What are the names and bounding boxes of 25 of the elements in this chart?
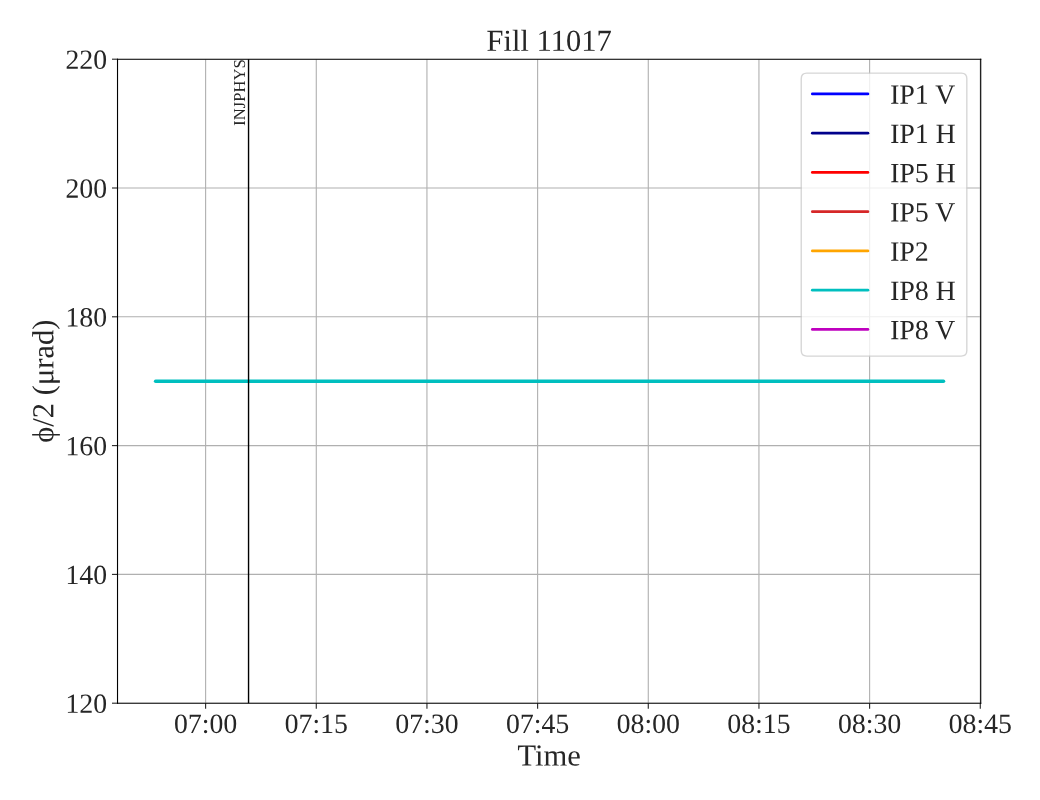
legend-label: IP8 H	[891, 281, 955, 301]
y-tick-label: 120	[67, 694, 107, 714]
y-tick-label: 220	[66, 50, 107, 70]
x-tick-label: 08:45	[949, 714, 1011, 734]
x-tick-label: 08:15	[728, 714, 790, 734]
x-tick-label: 08:00	[617, 714, 679, 734]
legend-label: IP5 V	[891, 203, 955, 222]
y-tick-label: 140	[67, 565, 107, 585]
y-tick-label: 200	[66, 179, 107, 198]
x-tick-label: 08:30	[839, 714, 901, 734]
legend-label: IP1 V	[891, 85, 955, 105]
y-tick-label: 180	[67, 307, 107, 327]
y-axis-title: ϕ/2 (μrad)	[32, 320, 60, 442]
x-tick-label: 07:00	[175, 714, 237, 734]
x-tick-label: 07:45	[507, 714, 569, 734]
x-tick-label: 07:30	[396, 714, 458, 734]
chart-title: Fill 11017	[487, 29, 611, 52]
x-axis-title: Time	[517, 745, 580, 766]
legend-label: IP2	[891, 242, 928, 261]
legend-label: IP8 V	[891, 320, 955, 340]
ref-line-label: INJPHYS	[233, 60, 246, 126]
y-tick-label: 160	[67, 436, 107, 456]
legend-label: IP1 H	[891, 124, 955, 143]
legend-label: IP5 H	[891, 163, 955, 183]
x-tick-label: 07:15	[285, 714, 347, 734]
